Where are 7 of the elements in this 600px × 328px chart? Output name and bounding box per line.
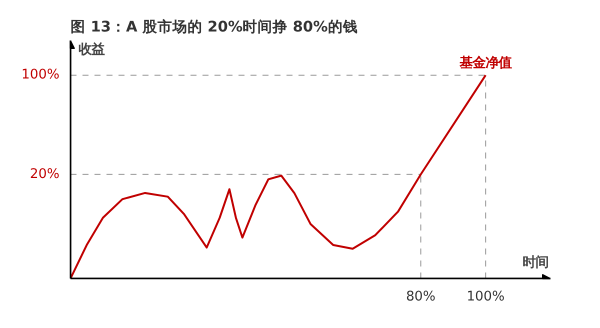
y-tick-label: 20% bbox=[30, 166, 60, 182]
chart-title: 图 13：A 股市场的 20%时间挣 80%的钱 bbox=[70, 18, 358, 36]
y-axis-title: 收益 bbox=[78, 42, 104, 58]
line-series bbox=[70, 74, 487, 278]
annotation: 基金净值 bbox=[458, 56, 512, 72]
x-axis-title: 时间 bbox=[522, 254, 548, 270]
x-tick-label: 80% bbox=[406, 290, 436, 304]
